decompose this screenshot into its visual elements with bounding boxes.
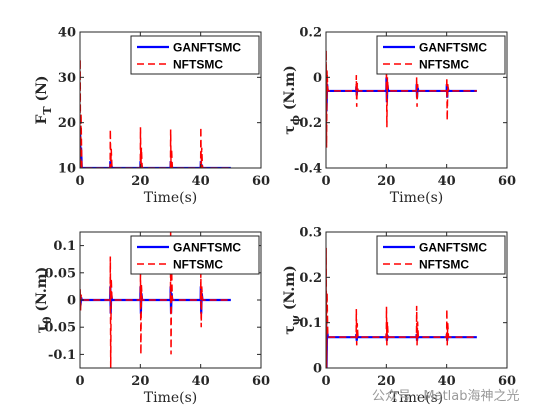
x-tick-label: 20	[377, 174, 395, 189]
x-axis-label: Time(s)	[390, 390, 443, 406]
y-axis-label: τϕ (N.m)	[282, 65, 302, 135]
legend: GANFTSMC NFTSMC	[376, 35, 506, 75]
y-tick-label: 0	[67, 294, 76, 309]
legend-label-ganftsmc: GANFTSMC	[173, 241, 241, 255]
legend-box	[376, 235, 506, 275]
chart-panel-2: 0 20 40 60 -0.4 -0.2 0 0.2 Time(s) τϕ (N.m) GANFTS…	[282, 26, 516, 207]
x-tick-label: 40	[438, 174, 456, 189]
axes-box	[79, 31, 262, 169]
x-tick-label: 60	[498, 174, 516, 189]
y-tick-label: 0.1	[299, 316, 322, 331]
y-tick-label: 10	[58, 162, 76, 177]
series-nftsmc	[326, 50, 477, 148]
x-tick-label: 60	[498, 374, 516, 389]
legend-label-ganftsmc: GANFTSMC	[173, 41, 241, 55]
series-line-nftsmc	[326, 247, 477, 368]
legend-label-nftsmc: NFTSMC	[173, 58, 223, 72]
x-axis-label: Time(s)	[144, 390, 197, 406]
series-nftsmc	[326, 247, 477, 368]
legend: GANFTSMC NFTSMC	[376, 235, 506, 275]
x-tick-label: 40	[192, 374, 210, 389]
y-axis-label: τψ (N.m)	[282, 265, 302, 335]
y-tick-label: -0.05	[39, 321, 76, 336]
legend-label-nftsmc: NFTSMC	[419, 258, 469, 272]
x-tick-label: 0	[321, 174, 330, 189]
x-tick-label: 60	[252, 174, 270, 189]
legend-label-nftsmc: NFTSMC	[419, 58, 469, 72]
legend: GANFTSMC NFTSMC	[130, 35, 260, 75]
legend-label-nftsmc: NFTSMC	[173, 258, 223, 272]
y-axis-label: τθ (N.m)	[34, 267, 54, 333]
y-tick-label: 30	[58, 71, 76, 86]
x-tick-label: 20	[131, 174, 149, 189]
series-line-nftsmc	[326, 50, 477, 148]
x-tick-label: 20	[377, 374, 395, 389]
x-tick-label: 20	[131, 374, 149, 389]
series-line-nftsmc	[80, 59, 231, 168]
y-tick-label: 0.2	[299, 26, 322, 41]
y-tick-label: -0.4	[294, 162, 322, 177]
axes-box	[325, 231, 508, 369]
y-tick-label: 0.3	[299, 226, 322, 241]
y-tick-label: 0	[313, 362, 322, 377]
axes-box	[325, 31, 508, 169]
y-tick-label: 40	[58, 26, 76, 41]
x-tick-label: 60	[252, 374, 270, 389]
y-tick-label: 0.05	[44, 266, 76, 281]
y-axis-label: FT (N)	[34, 75, 54, 124]
y-tick-label: -0.1	[48, 348, 76, 363]
x-tick-label: 0	[75, 174, 84, 189]
y-tick-label: 0	[313, 71, 322, 86]
legend-box	[376, 35, 506, 75]
chart-panel-4: 0 20 40 60 0 0.1 0.2 0.3 Time(s) τψ (N.m) GANFTSMC…	[282, 226, 516, 407]
y-tick-label: -0.2	[294, 116, 322, 131]
legend-label-ganftsmc: GANFTSMC	[419, 241, 487, 255]
x-axis-label: Time(s)	[144, 190, 197, 206]
x-tick-label: 0	[75, 374, 84, 389]
y-tick-label: 20	[58, 116, 76, 131]
legend: GANFTSMC NFTSMC	[130, 235, 260, 275]
x-tick-label: 40	[438, 374, 456, 389]
x-tick-label: 40	[192, 174, 210, 189]
y-tick-label: 0.1	[53, 239, 76, 254]
watermark: 公众号 · Matlab海神之光	[372, 389, 520, 404]
x-axis-label: Time(s)	[390, 190, 443, 206]
x-tick-label: 0	[321, 374, 330, 389]
series-nftsmc	[80, 59, 231, 168]
legend-box	[130, 235, 260, 275]
series-nftsmc	[80, 232, 231, 368]
legend-label-ganftsmc: GANFTSMC	[419, 41, 487, 55]
y-tick-label: 0.2	[299, 271, 322, 286]
chart-panel-3: 0 20 40 60 -0.1 -0.05 0 0.05 0.1 Time(s) τθ (N.m) G…	[34, 231, 270, 406]
legend-box	[130, 35, 260, 75]
series-line-nftsmc	[80, 232, 231, 368]
